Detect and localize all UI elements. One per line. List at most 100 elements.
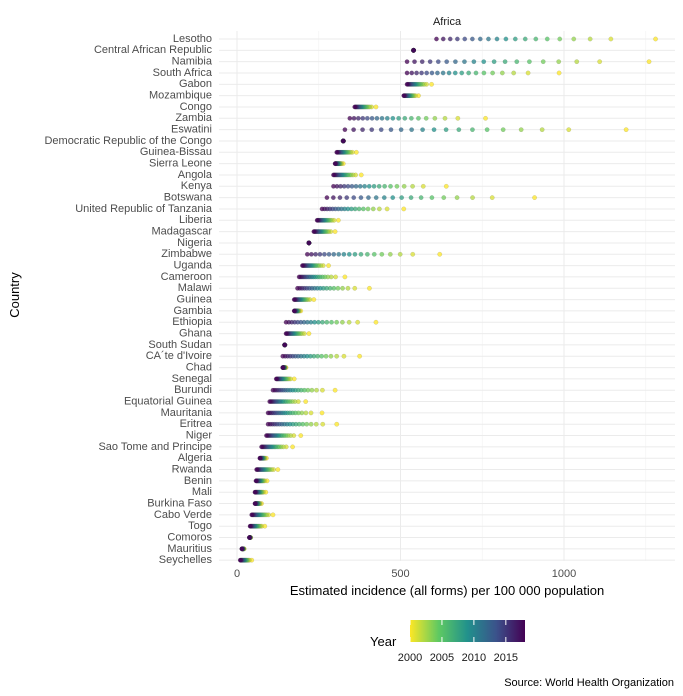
data-point (317, 251, 323, 257)
data-point (544, 36, 550, 42)
data-point (423, 115, 429, 121)
color-legend: Year 2000 2005 2010 2015 (370, 620, 525, 664)
data-point (399, 195, 405, 201)
country-label: Seychelles (159, 554, 213, 566)
country-label: Chad (186, 361, 212, 373)
data-point (351, 127, 357, 133)
data-point (337, 195, 343, 201)
legend-tick-label: 2010 (462, 652, 486, 664)
data-point (566, 127, 572, 133)
data-point (408, 115, 414, 121)
data-point (358, 195, 364, 201)
data-point (481, 70, 487, 76)
country-label: South Africa (153, 67, 213, 79)
country-label: Burundi (174, 384, 212, 396)
data-point (525, 70, 531, 76)
data-point (441, 195, 447, 201)
data-point (299, 263, 305, 268)
data-point (382, 183, 388, 189)
data-point (398, 127, 404, 133)
data-point (283, 331, 289, 336)
data-point (556, 59, 562, 65)
data-point (381, 195, 387, 201)
data-point (462, 36, 468, 42)
data-point (511, 70, 517, 76)
data-point (334, 421, 340, 427)
data-point (369, 115, 375, 121)
data-point (362, 183, 368, 189)
data-point (429, 195, 435, 201)
data-point (352, 251, 358, 257)
data-point (290, 444, 295, 450)
data-point (335, 285, 341, 291)
data-point (309, 251, 314, 257)
data-point (404, 81, 410, 87)
country-label: Benin (184, 475, 212, 487)
data-point (331, 251, 337, 257)
data-point (483, 115, 488, 121)
country-label: Namibia (172, 56, 213, 68)
data-point (295, 285, 300, 291)
x-tick-label: 1000 (552, 568, 576, 580)
data-point (454, 36, 460, 42)
country-label: Uganda (173, 260, 212, 272)
data-point (320, 421, 326, 427)
data-point (373, 104, 379, 110)
data-point (442, 115, 448, 121)
data-point (352, 285, 358, 291)
data-point (435, 70, 440, 76)
data-point (360, 115, 366, 121)
data-point (334, 319, 340, 325)
data-point (313, 251, 319, 257)
data-point (518, 127, 524, 133)
country-label: Malawi (178, 282, 212, 294)
data-point (333, 274, 338, 280)
data-point (470, 127, 475, 133)
data-point (371, 251, 377, 257)
data-point (434, 36, 439, 42)
country-label: Cabo Verde (154, 509, 212, 521)
data-point (397, 251, 403, 257)
data-point (352, 104, 358, 110)
country-label: Madagascar (151, 226, 212, 238)
data-point (323, 353, 329, 359)
data-point (470, 195, 475, 201)
data-point (429, 81, 434, 87)
data-point (387, 251, 393, 257)
data-point (526, 59, 532, 65)
data-point (414, 70, 419, 76)
country-label: Botswana (164, 192, 213, 204)
data-point (291, 297, 297, 302)
data-point (252, 501, 258, 506)
data-point (597, 59, 603, 65)
data-point (533, 36, 539, 42)
data-point (502, 59, 508, 65)
data-point (341, 353, 347, 359)
country-label: Kenya (181, 180, 213, 192)
country-label: Togo (188, 520, 212, 532)
data-point (366, 183, 372, 189)
data-point (453, 59, 458, 65)
country-label: Mauritania (161, 407, 213, 419)
country-label: Equatorial Guinea (124, 395, 213, 407)
data-point (443, 127, 449, 133)
data-point (364, 115, 370, 121)
data-point (340, 319, 345, 325)
data-point (384, 206, 390, 212)
data-point (646, 59, 652, 65)
data-point (282, 342, 288, 348)
data-point (283, 319, 289, 325)
data-point (390, 195, 396, 201)
country-label: Sierra Leone (149, 158, 212, 170)
country-label: Burkina Faso (147, 497, 212, 509)
data-point (298, 433, 304, 438)
data-point (357, 353, 363, 359)
data-point (514, 59, 520, 65)
data-point (331, 172, 336, 178)
country-label: Liberia (179, 214, 213, 226)
data-point (353, 149, 359, 155)
data-point (291, 308, 297, 314)
data-point (304, 251, 310, 257)
data-point (319, 206, 325, 212)
